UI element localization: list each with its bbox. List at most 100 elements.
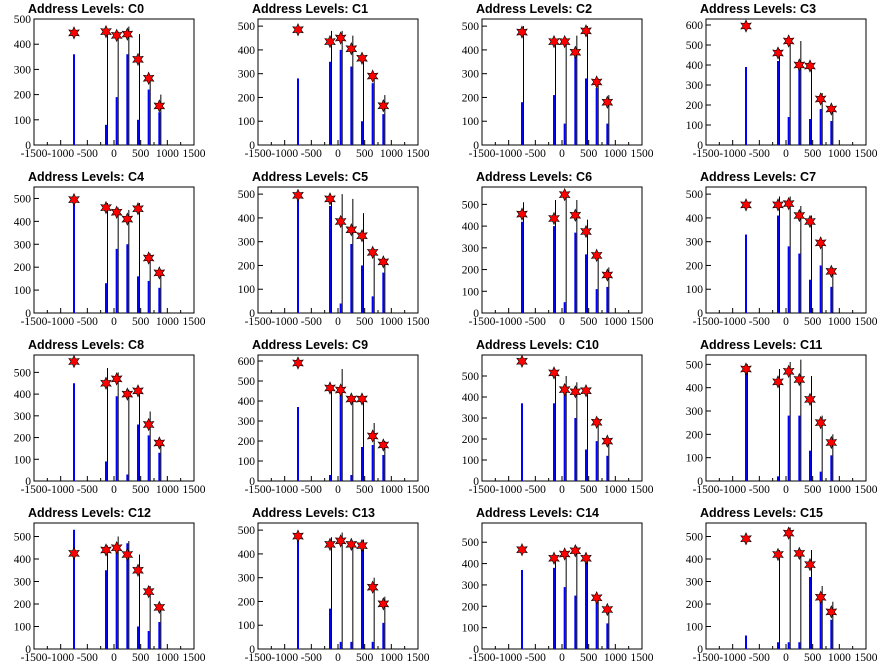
- x-tick-label: -500: [301, 484, 322, 496]
- histogram-panel: Address Levels: C4 0 100 200 300 400 500 -1500-…: [0, 168, 224, 336]
- x-tick-label: 0: [335, 652, 341, 664]
- x-tick-label: -1500: [469, 484, 496, 496]
- x-tick-label: -1000: [495, 652, 522, 664]
- y-tick-label: 100: [238, 620, 256, 632]
- y-tick-label: 300: [462, 580, 480, 592]
- x-tick-label: 500: [356, 316, 374, 328]
- peak-star-marker: [153, 436, 166, 450]
- peak-star-marker: [590, 75, 603, 89]
- y-tick-label: 300: [686, 577, 704, 589]
- peak-star-marker: [68, 26, 80, 40]
- peak-star-marker: [132, 384, 144, 398]
- x-tick-label: 500: [356, 148, 374, 160]
- y-tick-label: 200: [686, 429, 704, 441]
- peak-star-marker: [558, 382, 571, 397]
- peak-star-marker: [110, 372, 123, 386]
- x-tick-label: 500: [580, 484, 598, 496]
- chart-title: Address Levels: C0: [28, 2, 144, 16]
- y-tick-label: 200: [462, 92, 480, 104]
- y-tick-label: 300: [14, 239, 32, 251]
- y-tick-label: 300: [686, 237, 704, 249]
- y-tick-label: 300: [14, 577, 32, 589]
- peak-star-marker: [558, 34, 571, 49]
- y-tick-label: 100: [686, 453, 704, 465]
- x-tick-label: 1000: [604, 484, 627, 496]
- y-tick-label: 100: [14, 454, 32, 466]
- peak-star-marker: [804, 557, 816, 572]
- x-tick-label: -1500: [245, 148, 272, 160]
- y-tick-label: 0: [473, 308, 479, 320]
- peak-star-marker: [153, 600, 166, 615]
- peak-star-marker: [100, 543, 112, 557]
- y-tick-label: 400: [14, 389, 32, 401]
- histogram-svg: Address Levels: C9 0 100 200 300 400 500 600 -15…: [238, 338, 430, 496]
- chart-title: Address Levels: C7: [700, 170, 816, 184]
- histogram-svg: Address Levels: C20100200300400500-1500-…: [462, 2, 654, 160]
- x-tick-label: -500: [525, 316, 546, 328]
- y-tick-label: 400: [462, 45, 480, 57]
- x-tick-label: -1000: [495, 484, 522, 496]
- y-tick-label: 200: [238, 436, 256, 448]
- x-tick-label: -500: [77, 316, 98, 328]
- x-tick-label: 0: [111, 316, 117, 328]
- peak-star-marker: [569, 45, 582, 60]
- peak-star-marker: [324, 34, 336, 49]
- peak-star-marker: [516, 25, 528, 39]
- x-tick-label: 1500: [631, 316, 654, 328]
- y-tick-label: 500: [686, 40, 704, 52]
- plot-frame: [705, 18, 867, 146]
- plot-frame: [481, 522, 643, 650]
- peak-star-marker: [366, 245, 379, 260]
- y-tick-label: 100: [686, 284, 704, 296]
- x-tick-label: -1000: [271, 316, 298, 328]
- x-tick-label: 500: [132, 484, 150, 496]
- x-tick-label: -500: [749, 148, 770, 160]
- peak-star-marker: [558, 547, 571, 561]
- y-tick-label: 200: [14, 599, 32, 611]
- x-tick-label: -1000: [47, 148, 74, 160]
- x-tick-label: 1500: [631, 652, 654, 664]
- x-tick-label: 1000: [828, 148, 851, 160]
- chart-title: Address Levels: C5: [252, 170, 368, 184]
- y-tick-label: 200: [14, 262, 32, 274]
- peak-star-marker: [548, 551, 560, 565]
- histogram-panel: Address Levels: C6 0 100 200 300 400 500 -1500-…: [448, 168, 672, 336]
- peak-star-marker: [793, 208, 806, 223]
- y-tick-label: 100: [14, 115, 32, 127]
- y-tick-label: 500: [462, 371, 480, 383]
- plot-frame: [257, 186, 419, 314]
- y-tick-label: 0: [25, 644, 31, 656]
- peak-star-marker: [793, 372, 806, 387]
- histogram-panel: Address Levels: C1 0 100 200 300 400 500 -1500-…: [224, 0, 448, 168]
- histogram-panel: Address Levels: C5 0 100 200 300 400 500 -1500-…: [224, 168, 448, 336]
- x-tick-label: -1000: [719, 148, 746, 160]
- y-tick-label: 100: [462, 286, 480, 298]
- peak-star-marker: [569, 208, 582, 222]
- peak-star-marker: [366, 69, 379, 83]
- y-tick-label: 100: [14, 622, 32, 634]
- x-tick-label: -1000: [495, 148, 522, 160]
- peak-star-marker: [782, 196, 795, 211]
- y-tick-label: 400: [686, 213, 704, 225]
- y-tick-label: 0: [249, 140, 255, 152]
- peak-star-marker: [110, 28, 123, 43]
- peak-star-marker: [121, 387, 134, 401]
- y-tick-label: 400: [14, 39, 32, 51]
- x-tick-label: 0: [111, 652, 117, 664]
- y-tick-label: 500: [462, 199, 480, 211]
- y-tick-label: 200: [238, 260, 256, 272]
- histogram-panel: Address Levels: C10 0 100 200 300 400 500 -1500…: [448, 336, 672, 504]
- y-tick-label: 0: [25, 308, 31, 320]
- x-tick-label: 500: [580, 148, 598, 160]
- x-tick-label: 0: [335, 148, 341, 160]
- x-tick-label: -1500: [21, 148, 48, 160]
- peak-star-marker: [345, 537, 358, 552]
- peak-star-marker: [548, 211, 560, 226]
- peak-star-marker: [516, 542, 528, 557]
- y-tick-label: 500: [14, 14, 32, 26]
- x-tick-label: -1500: [21, 484, 48, 496]
- x-tick-label: -1500: [693, 148, 720, 160]
- y-tick-label: 500: [14, 532, 32, 544]
- peak-star-marker: [814, 236, 827, 250]
- histogram-panel: Address Levels: C13 0 100 200 300 400 500 -1500…: [224, 504, 448, 672]
